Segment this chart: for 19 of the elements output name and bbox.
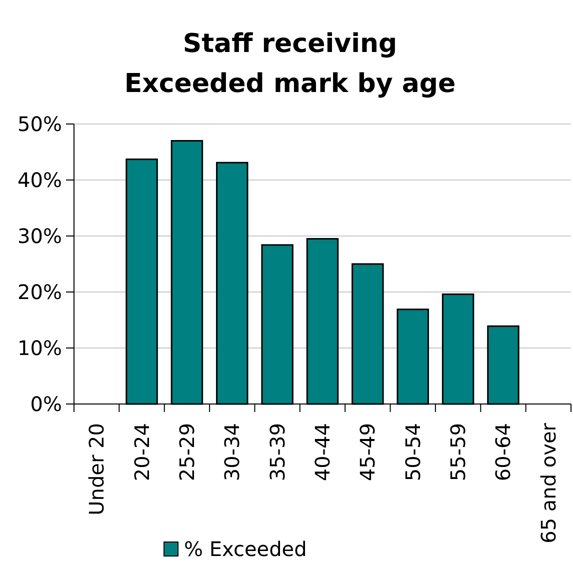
x-tick-label: 30-34 bbox=[220, 423, 244, 482]
y-tick-label: 30% bbox=[18, 224, 62, 248]
legend-label: % Exceeded bbox=[184, 537, 307, 561]
y-tick-label: 0% bbox=[30, 392, 62, 416]
chart-title: Staff receiving Exceeded mark by age bbox=[124, 29, 456, 99]
x-tick-label: 25-29 bbox=[174, 423, 199, 482]
y-tick-label: 20% bbox=[18, 280, 62, 304]
x-tick-label: 20-24 bbox=[130, 423, 154, 482]
x-tick-label: 50-54 bbox=[400, 423, 425, 482]
x-tick-label: 65 and over bbox=[536, 422, 560, 544]
x-tick-label: 60-64 bbox=[491, 423, 516, 482]
x-tick-label: 55-59 bbox=[446, 423, 470, 482]
x-tick-label: 35-39 bbox=[265, 423, 290, 482]
x-tick-label: 45-49 bbox=[356, 423, 380, 482]
x-tick-label: 40-44 bbox=[310, 423, 334, 482]
x-tick-label: Under 20 bbox=[84, 423, 109, 516]
y-tick-label: 50% bbox=[18, 112, 62, 136]
y-tick-label: 40% bbox=[18, 168, 62, 192]
y-tick-label: 10% bbox=[18, 336, 62, 360]
